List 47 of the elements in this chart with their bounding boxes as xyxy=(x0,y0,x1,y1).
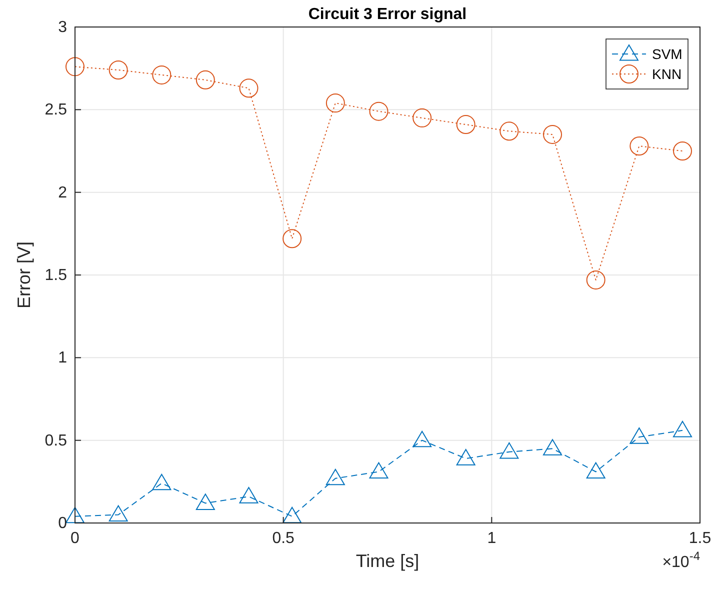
y-tick-label: 0.5 xyxy=(44,432,68,450)
legend-label: SVM xyxy=(652,46,682,62)
point xyxy=(108,505,128,522)
point xyxy=(412,430,432,448)
point xyxy=(369,462,388,479)
point xyxy=(673,142,692,160)
point xyxy=(239,78,258,98)
y-tick-label: 1 xyxy=(58,350,68,367)
point xyxy=(196,494,215,510)
point xyxy=(543,439,562,456)
point xyxy=(282,229,302,248)
point xyxy=(239,487,258,504)
y-tick-label: 1.5 xyxy=(44,267,68,284)
y-tick-label: 3 xyxy=(58,19,68,36)
x-tick-label: 0.5 xyxy=(272,530,295,547)
point xyxy=(152,474,172,490)
point xyxy=(630,136,649,156)
point xyxy=(412,108,432,128)
point xyxy=(66,57,84,76)
x-axis-title: Time [s] xyxy=(356,551,420,571)
x-tick-label: 0 xyxy=(70,530,80,547)
y-tick-label: 2 xyxy=(58,184,68,202)
point xyxy=(586,462,606,479)
y-axis-title: Error [V] xyxy=(14,241,34,309)
point xyxy=(673,420,692,438)
point xyxy=(630,428,649,444)
chart-title: Circuit 3 Error signal xyxy=(308,6,467,23)
point xyxy=(326,94,345,113)
point xyxy=(369,102,388,121)
legend-label: KNN xyxy=(652,66,682,82)
point xyxy=(152,65,172,84)
x-tick-label: 1.5 xyxy=(688,530,712,547)
x-tick-label: 1 xyxy=(487,530,496,547)
point xyxy=(108,60,128,80)
point xyxy=(586,270,606,290)
point xyxy=(500,122,519,141)
point xyxy=(500,442,519,459)
point xyxy=(456,115,476,134)
point xyxy=(66,506,84,524)
y-tick-label: 2.5 xyxy=(44,102,68,119)
point xyxy=(196,70,215,90)
point xyxy=(456,449,476,466)
text: ×10$^{-4}$ xyxy=(662,549,700,571)
point xyxy=(282,506,302,524)
point xyxy=(326,468,345,486)
y-tick-label: 0 xyxy=(58,515,68,532)
point xyxy=(543,124,562,144)
